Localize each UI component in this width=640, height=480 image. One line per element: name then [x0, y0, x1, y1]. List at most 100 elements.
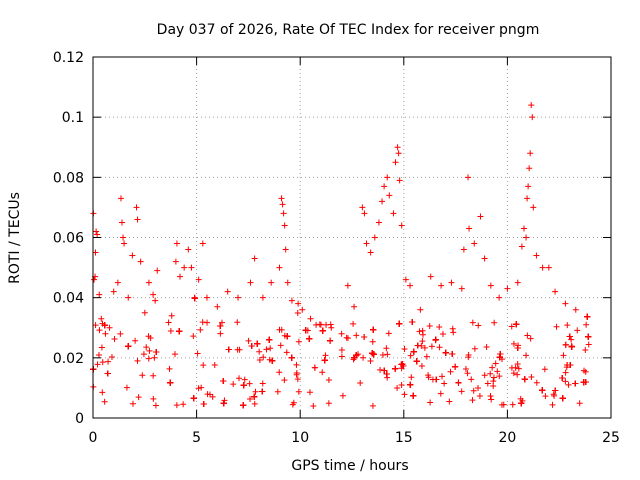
data-point: [282, 246, 289, 253]
data-point: [317, 321, 324, 328]
band-point: [524, 332, 531, 339]
band-point: [288, 354, 295, 361]
band-point: [427, 399, 434, 406]
data-point: [150, 291, 157, 298]
band-point: [150, 395, 157, 402]
data-point: [120, 234, 127, 241]
data-point: [133, 204, 140, 211]
data-point: [279, 201, 286, 208]
band-point: [117, 330, 124, 337]
band-point: [408, 374, 415, 381]
band-point: [392, 365, 399, 372]
data-point: [392, 159, 399, 166]
band-point: [410, 348, 417, 355]
band-point: [360, 354, 367, 361]
band-point: [104, 370, 111, 377]
band-point: [385, 330, 392, 337]
band-point: [325, 376, 332, 383]
band-point: [251, 400, 258, 407]
band-point: [361, 334, 368, 341]
data-point: [427, 273, 434, 280]
band-point: [322, 352, 329, 359]
band-point: [581, 367, 588, 374]
data-point: [110, 288, 117, 295]
band-point: [146, 347, 153, 354]
data-point: [363, 240, 370, 247]
band-point: [167, 379, 174, 386]
data-point: [520, 225, 527, 232]
band-point: [401, 391, 408, 398]
data-point: [533, 252, 540, 259]
data-point: [477, 213, 484, 220]
band-point: [111, 335, 118, 342]
band-point: [101, 398, 108, 405]
band-point: [220, 377, 227, 384]
y-tick-label: 0.04: [53, 291, 84, 307]
data-point: [247, 279, 254, 286]
data-point: [487, 282, 494, 289]
band-point: [468, 376, 475, 383]
band-point: [455, 379, 462, 386]
band-point: [293, 361, 300, 368]
band-point: [462, 365, 469, 372]
grid-lines: [93, 57, 611, 418]
band-point: [319, 327, 326, 334]
data-point: [96, 291, 103, 298]
band-point: [475, 385, 482, 392]
data-point: [94, 231, 101, 238]
band-point: [281, 377, 288, 384]
band-point: [401, 345, 408, 352]
band-point: [510, 340, 517, 347]
band-point: [204, 391, 211, 398]
band-point: [469, 397, 476, 404]
data-point: [514, 279, 521, 286]
band-point: [582, 379, 589, 385]
data-point: [328, 324, 335, 331]
data-point: [125, 294, 132, 301]
data-point: [379, 198, 386, 205]
band-point: [267, 345, 274, 352]
band-point: [492, 360, 499, 367]
band-point: [294, 309, 301, 316]
data-point: [102, 330, 109, 337]
data-point: [191, 294, 198, 301]
band-point: [302, 327, 309, 334]
band-point: [383, 345, 390, 352]
data-point: [281, 222, 288, 229]
band-point: [94, 361, 101, 368]
band-point: [199, 319, 206, 326]
band-point: [464, 370, 471, 377]
band-point: [252, 388, 259, 395]
data-point: [195, 276, 202, 283]
band-point: [140, 351, 147, 358]
data-point: [259, 294, 266, 301]
band-point: [559, 375, 566, 382]
y-tick-label: 0.08: [53, 170, 84, 186]
band-point: [217, 322, 224, 329]
band-point: [125, 343, 132, 350]
band-point: [217, 330, 224, 337]
data-point: [496, 294, 503, 301]
band-point: [176, 328, 183, 335]
band-point: [99, 359, 106, 366]
x-tick-label: 5: [192, 430, 201, 446]
band-point: [437, 390, 444, 397]
band-point: [513, 321, 520, 328]
band-point: [514, 371, 521, 378]
band-point: [143, 344, 150, 351]
band-point: [562, 369, 569, 376]
band-point: [426, 323, 433, 330]
data-point: [173, 240, 180, 247]
data-point: [299, 306, 306, 313]
band-point: [135, 394, 142, 401]
band-point: [450, 329, 457, 336]
band-point: [295, 388, 302, 395]
band-point: [236, 346, 243, 353]
band-point: [428, 343, 435, 350]
data-point: [395, 150, 402, 157]
band-point: [321, 357, 328, 364]
data-point: [119, 219, 126, 226]
band-point: [259, 388, 266, 395]
data-point: [235, 294, 242, 301]
band-point: [518, 400, 525, 407]
